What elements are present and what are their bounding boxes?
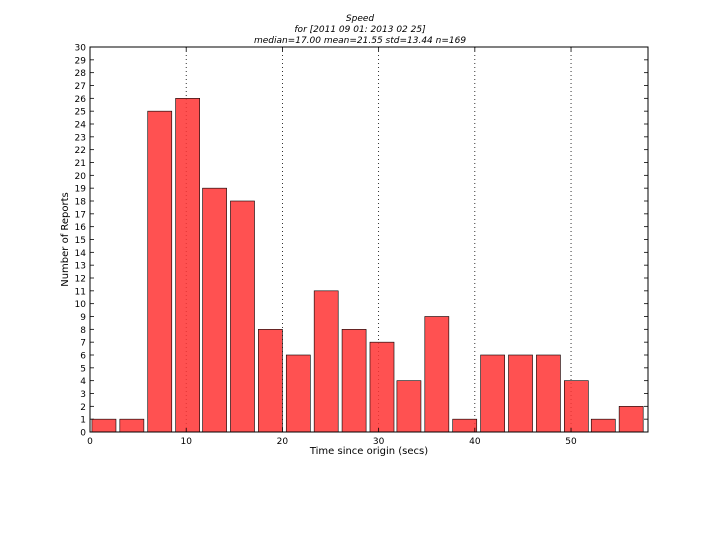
x-tick-label: 40 <box>469 437 481 447</box>
bar <box>258 329 283 433</box>
y-tick-label: 3 <box>80 390 86 400</box>
y-tick-label: 30 <box>75 44 87 54</box>
y-tick-label: 8 <box>80 326 86 336</box>
y-tick-label: 2 <box>80 403 86 413</box>
bar <box>480 354 505 433</box>
y-axis-label: Number of Reports <box>60 192 71 287</box>
x-axis-label: Time since origin (secs) <box>309 446 428 457</box>
chart-title: Speed <box>345 14 375 24</box>
y-tick-label: 7 <box>80 339 86 349</box>
y-tick-label: 1 <box>80 416 86 426</box>
bar <box>313 290 339 433</box>
x-tick-label: 30 <box>373 437 385 447</box>
bar <box>590 418 616 433</box>
y-tick-label: 23 <box>75 133 86 143</box>
x-tick-label: 50 <box>565 437 577 447</box>
y-tick-label: 21 <box>75 159 86 169</box>
y-tick-label: 5 <box>80 364 86 374</box>
bar <box>369 341 395 433</box>
bar <box>563 380 589 433</box>
y-tick-label: 16 <box>75 223 87 233</box>
bar <box>396 380 422 433</box>
y-tick-label: 17 <box>75 210 86 220</box>
y-tick-label: 6 <box>80 352 86 362</box>
y-tick-label: 27 <box>75 82 86 92</box>
y-tick-label: 14 <box>75 249 87 259</box>
bar <box>230 200 255 433</box>
y-tick-label: 0 <box>80 429 86 439</box>
chart-stats-line: median=17.00 mean=21.55 std=13.44 n=169 <box>253 36 467 46</box>
y-tick-label: 26 <box>75 95 87 105</box>
bar <box>424 316 450 433</box>
bar <box>341 329 367 433</box>
y-tick-label: 12 <box>75 275 86 285</box>
x-tick-label: 20 <box>277 437 289 447</box>
x-tick-label: 10 <box>180 437 192 447</box>
y-tick-label: 28 <box>75 69 87 79</box>
x-tick-label: 0 <box>87 437 93 447</box>
bar <box>285 354 311 433</box>
y-tick-label: 25 <box>75 108 86 118</box>
y-tick-label: 4 <box>80 377 86 387</box>
y-tick-label: 24 <box>75 121 87 131</box>
y-tick-label: 11 <box>75 287 86 297</box>
chart-subtitle: for [2011 09 01: 2013 02 25] <box>294 25 426 35</box>
bar <box>202 187 227 433</box>
y-tick-label: 9 <box>80 313 86 323</box>
y-tick-label: 15 <box>75 236 86 246</box>
y-tick-label: 20 <box>75 172 87 182</box>
y-tick-label: 19 <box>75 185 87 195</box>
bar <box>119 418 145 433</box>
axis-ticks: 0123456789101112131415161718192021222324… <box>75 44 648 447</box>
bars <box>91 98 644 433</box>
bar <box>91 418 117 433</box>
y-tick-label: 10 <box>75 300 87 310</box>
bar <box>536 354 561 433</box>
bar <box>175 98 200 433</box>
bar <box>508 354 533 433</box>
bar <box>147 110 173 433</box>
plot-frame <box>89 46 649 433</box>
y-tick-label: 22 <box>75 146 86 156</box>
y-tick-label: 13 <box>75 262 86 272</box>
bar <box>452 418 478 433</box>
y-tick-label: 29 <box>75 56 87 66</box>
y-tick-label: 18 <box>75 198 87 208</box>
bar <box>618 406 644 433</box>
